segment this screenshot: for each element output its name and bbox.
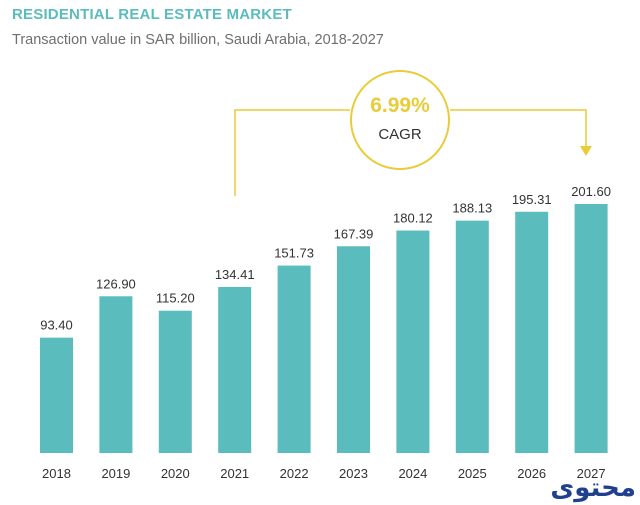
x-tick-2027: 2027 — [577, 466, 606, 481]
cagr-arrow-head — [580, 146, 592, 156]
cagr-circle — [350, 70, 450, 170]
cagr-connector-line — [234, 109, 587, 196]
value-label-2026: 195.31 — [512, 192, 552, 207]
bar-2019 — [99, 296, 133, 453]
cagr-value: 6.99% — [370, 94, 430, 117]
value-label-2024: 180.12 — [393, 211, 433, 226]
x-tick-2020: 2020 — [161, 466, 190, 481]
value-label-2019: 126.90 — [96, 276, 136, 291]
chart-subtitle: Transaction value in SAR billion, Saudi … — [12, 32, 384, 48]
cagr-label: CAGR — [378, 126, 422, 143]
x-tick-2018: 2018 — [42, 466, 71, 481]
bar-2026 — [515, 211, 549, 453]
x-tick-2026: 2026 — [517, 466, 546, 481]
bar-2020 — [158, 310, 192, 453]
value-label-2023: 167.39 — [334, 226, 374, 241]
bars-group: 93.40 2018 126.90 2019 115.20 2020 134.41 2021 1… — [40, 184, 611, 481]
bar-2025 — [455, 220, 489, 453]
value-label-2020: 115.20 — [156, 291, 195, 306]
value-label-2018: 93.40 — [40, 318, 73, 333]
value-label-2022: 151.73 — [274, 246, 314, 261]
x-tick-2025: 2025 — [458, 466, 487, 481]
bar-2021 — [218, 286, 252, 453]
x-tick-2023: 2023 — [339, 466, 368, 481]
cagr-annotation: 6.99% CAGR — [234, 70, 592, 196]
site-logo: محتوى — [550, 473, 636, 503]
x-tick-2024: 2024 — [398, 466, 427, 481]
chart-title: RESIDENTIAL REAL ESTATE MARKET — [12, 6, 292, 23]
x-tick-2022: 2022 — [280, 466, 309, 481]
x-tick-2021: 2021 — [220, 466, 249, 481]
bar-2027 — [574, 204, 608, 453]
bar-2022 — [277, 265, 311, 453]
value-label-2027: 201.60 — [571, 184, 611, 199]
value-label-2021: 134.41 — [215, 267, 255, 282]
bar-2024 — [396, 230, 430, 453]
bar-2023 — [337, 246, 370, 453]
value-label-2025: 188.13 — [452, 201, 492, 216]
x-tick-2019: 2019 — [101, 466, 130, 481]
bar-2018 — [40, 337, 73, 453]
